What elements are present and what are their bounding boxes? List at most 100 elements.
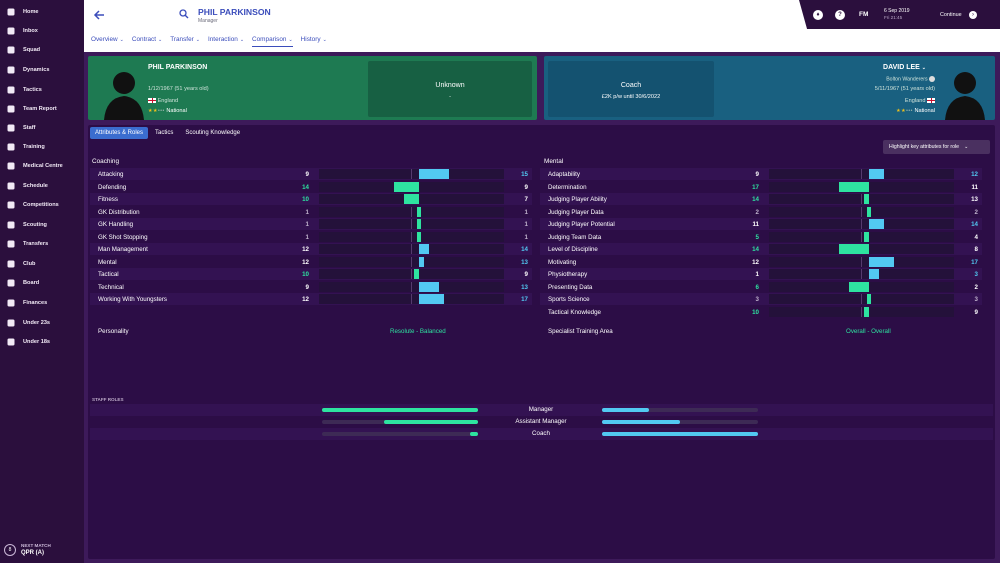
attribute-value-left: 12: [752, 258, 759, 266]
personality-value: Resolute - Balanced: [390, 328, 446, 335]
sidebar-item-label: Competitions: [23, 202, 59, 208]
attribute-name: Judging Player Data: [548, 208, 604, 216]
attribute-name: Tactical: [98, 271, 119, 278]
sidebar-item[interactable]: Squad: [0, 41, 84, 59]
attribute-name: Mental: [98, 258, 117, 266]
comparison-bar-track: [319, 194, 504, 204]
sidebar-item-label: Transfers: [23, 241, 49, 247]
attribute-row: Tactical 10 9: [90, 268, 532, 280]
comparison-bar: [864, 194, 869, 204]
comparison-bar: [419, 256, 424, 267]
sidebar-item[interactable]: Home: [0, 3, 84, 21]
comparison-bar: [864, 306, 869, 317]
sidebar-item[interactable]: Club: [0, 255, 84, 273]
attribute-row: Physiotherapy 1 3: [540, 268, 982, 280]
sidebar-item-label: Staff: [23, 125, 36, 131]
sidebar-item[interactable]: Schedule: [0, 177, 84, 195]
sidebar-item-label: Under 23s: [23, 320, 51, 326]
sidebar-item[interactable]: Board: [0, 274, 84, 292]
attribute-name: GK Shot Stopping: [98, 233, 148, 241]
attribute-row: Determination 17 11: [540, 181, 982, 193]
right-person-dob: 5/11/1967 (51 years old): [874, 86, 935, 92]
attribute-value-right: 15: [521, 171, 528, 178]
tab-transfer[interactable]: Transfer ⌄: [170, 36, 200, 43]
england-flag-icon: [148, 98, 156, 104]
chevron-down-icon[interactable]: ⌄: [921, 65, 926, 71]
attribute-value-right: 3: [974, 271, 978, 278]
continue-arrow-icon[interactable]: ›: [969, 11, 977, 19]
panel-tabs: Attributes & Roles Tactics Scouting Knowle…: [90, 127, 247, 139]
fm-logo[interactable]: FM: [859, 11, 869, 18]
report-icon: [6, 105, 15, 114]
sidebar-item[interactable]: Tactics: [0, 81, 84, 99]
attribute-value-right: 7: [524, 196, 528, 203]
sidebar-item[interactable]: Finances: [0, 294, 84, 312]
comparison-bar-track: [769, 231, 954, 242]
panel-tab[interactable]: Scouting Knowledge: [185, 130, 241, 136]
attribute-value-left: 1: [305, 233, 309, 241]
highlight-attributes-dropdown[interactable]: Highlight key attributes for role ⌄: [883, 140, 990, 154]
sidebar-item[interactable]: Training: [0, 138, 84, 156]
sidebar-item[interactable]: Inbox: [0, 22, 84, 40]
sidebar-item[interactable]: Medical Centre: [0, 157, 84, 175]
tab-interaction[interactable]: Interaction ⌄: [207, 36, 245, 43]
attribute-name: Presenting Data: [548, 283, 593, 291]
attribute-value-left: 5: [755, 233, 759, 241]
staff-role-row: Assistant Manager: [90, 416, 993, 428]
back-arrow-icon[interactable]: [92, 8, 106, 22]
attribute-value-left: 12: [302, 258, 309, 266]
header-tabs: Overview ⌄ Contract ⌄ Transfer ⌄ Interaction ⌄ C…: [91, 36, 335, 47]
attribute-row: Man Management 12 14: [90, 243, 532, 255]
person-silhouette-icon: [104, 72, 144, 120]
sidebar-item[interactable]: Staff: [0, 119, 84, 137]
club-crest-icon[interactable]: ♦: [813, 10, 823, 20]
attribute-value-left: 14: [752, 246, 759, 253]
sidebar-item[interactable]: Team Report: [0, 100, 84, 118]
sidebar-item[interactable]: Dynamics: [0, 61, 84, 79]
comparison-bar: [417, 206, 421, 217]
attribute-name: Determination: [548, 183, 587, 191]
sidebar-item[interactable]: Scouting: [0, 216, 84, 234]
tab-overview[interactable]: Overview ⌄: [91, 36, 124, 43]
comparison-bar-track: [319, 181, 504, 192]
sidebar-item-label: Club: [23, 261, 36, 267]
role-rating-left: [322, 432, 478, 436]
tab-comparison[interactable]: Comparison ⌄: [252, 36, 293, 47]
comparison-bar-track: [319, 219, 504, 229]
sidebar-item[interactable]: Under 23s: [0, 314, 84, 332]
continue-button[interactable]: Continue: [940, 12, 962, 18]
panel-tab[interactable]: Attributes & Roles: [90, 127, 149, 139]
comparison-bar: [869, 219, 884, 229]
attribute-row: Judging Player Ability 14 13: [540, 193, 982, 205]
chevron-down-icon: ⌄: [239, 37, 245, 43]
right-person-name[interactable]: DAVID LEE ⌄: [883, 64, 926, 71]
sidebar-item[interactable]: Transfers: [0, 235, 84, 253]
attribute-value-right: 1: [524, 233, 528, 241]
attribute-name: Sports Science: [548, 296, 590, 303]
attribute-value-left: 14: [302, 183, 309, 191]
attribute-name: Motivating: [548, 258, 577, 266]
panel-tab[interactable]: Tactics: [155, 130, 174, 136]
left-person-name: PHIL PARKINSON: [148, 64, 208, 71]
mental-section-title: Mental: [544, 158, 564, 165]
help-icon[interactable]: ?: [835, 10, 845, 20]
next-match[interactable]: 8 NEXT MATCH QPR (A): [0, 538, 84, 563]
game-date: 6 Sep 2019: [884, 8, 910, 14]
attribute-value-right: 8: [974, 246, 978, 253]
attribute-value-left: 2: [755, 208, 759, 216]
right-person-card: Coach £2K p/w until 30/6/2022 DAVID LEE …: [544, 56, 995, 120]
sidebar-item-label: Inbox: [23, 28, 38, 34]
personality-label: Personality: [98, 328, 129, 335]
attribute-row: Judging Player Data 2 2: [540, 206, 982, 218]
attribute-value-right: 9: [974, 308, 978, 316]
tab-history[interactable]: History ⌄: [300, 36, 327, 43]
sidebar-item[interactable]: Competitions: [0, 196, 84, 214]
attribute-row: Tactical Knowledge 10 9: [540, 306, 982, 318]
sidebar-item-label: Tactics: [23, 87, 42, 93]
chevron-down-icon: ⌄: [158, 37, 163, 43]
attribute-row: Judging Player Potential 11 14: [540, 218, 982, 230]
tab-contract[interactable]: Contract ⌄: [131, 36, 163, 43]
scouting-icon: [6, 221, 15, 230]
attribute-value-right: 17: [971, 258, 978, 266]
sidebar-item[interactable]: Under 18s: [0, 333, 84, 351]
